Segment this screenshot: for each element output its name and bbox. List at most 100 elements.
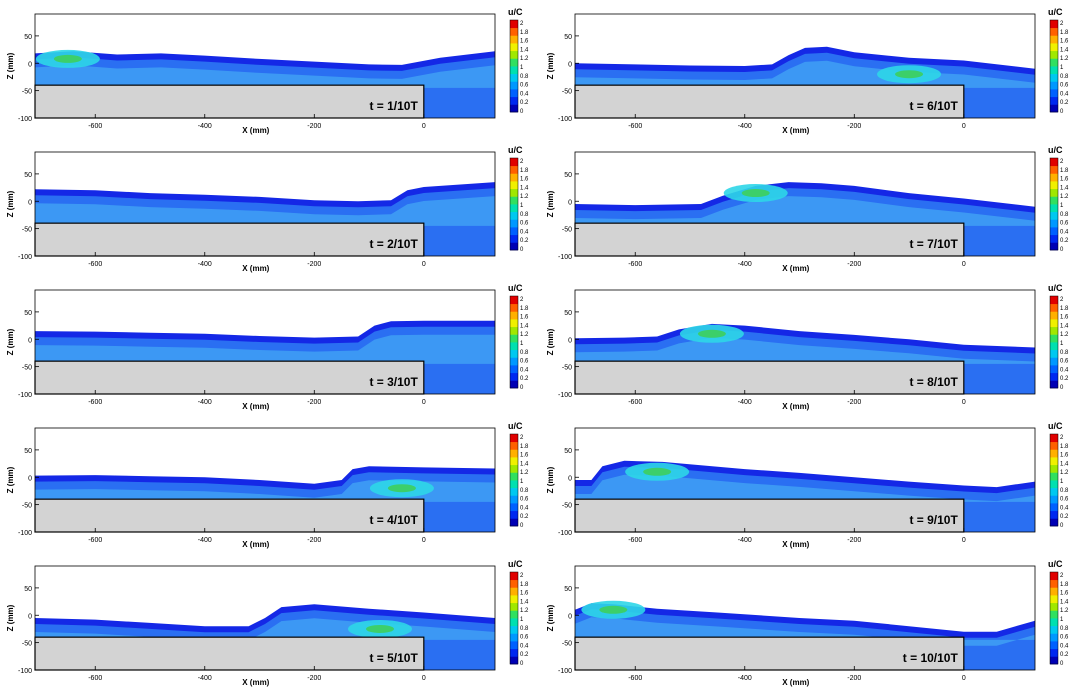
colorbar-title: u/C bbox=[508, 283, 523, 293]
y-axis-label: Z (mm) bbox=[546, 52, 555, 79]
x-tick-label: 0 bbox=[962, 675, 966, 682]
colorbar-segment bbox=[510, 58, 518, 67]
y-tick-label: 0 bbox=[568, 61, 572, 68]
colorbar-tick-label: 0.6 bbox=[520, 635, 529, 641]
y-tick-label: -100 bbox=[558, 530, 572, 537]
colorbar-segment bbox=[510, 464, 518, 473]
x-axis-label: X (mm) bbox=[242, 402, 269, 411]
colorbar-tick-label: 0.4 bbox=[1060, 367, 1069, 373]
colorbar-tick-label: 0 bbox=[520, 247, 524, 253]
colorbar-frame bbox=[1049, 433, 1059, 527]
colorbar-title: u/C bbox=[508, 421, 523, 431]
x-tick-label: -400 bbox=[738, 261, 752, 268]
colorbar-tick-label: 2 bbox=[1060, 21, 1064, 27]
colorbar-tick-label: 0.6 bbox=[520, 83, 529, 89]
colorbar-title: u/C bbox=[1048, 559, 1063, 569]
colorbar-tick-label: 0.2 bbox=[520, 238, 529, 244]
colorbar-tick-label: 1.2 bbox=[520, 332, 529, 338]
colorbar-segment bbox=[510, 441, 518, 450]
y-tick-label: -100 bbox=[18, 392, 32, 399]
colorbar-segment bbox=[510, 365, 518, 374]
colorbar-tick-label: 1.8 bbox=[520, 444, 529, 450]
colorbar-tick-label: 1 bbox=[1060, 65, 1064, 71]
colorbar-segment bbox=[510, 587, 518, 596]
colorbar-tick-label: 0.8 bbox=[520, 350, 529, 356]
bed-block bbox=[574, 498, 965, 533]
colorbar-tick-label: 1.4 bbox=[520, 47, 529, 53]
bed-block bbox=[574, 636, 965, 671]
colorbar-segment bbox=[1050, 104, 1058, 113]
colorbar-tick-label: 1.8 bbox=[1060, 306, 1069, 312]
panel: t = 1/10T -600 -400 -200 0 X (mm) 50 0 -50 -100 Z … bbox=[6, 7, 529, 135]
colorbar-segment bbox=[510, 610, 518, 619]
colorbar-tick-label: 0.4 bbox=[520, 91, 529, 97]
x-tick-label: -600 bbox=[88, 123, 102, 130]
colorbar-segment bbox=[1050, 449, 1058, 458]
colorbar-tick-label: 0.8 bbox=[520, 212, 529, 218]
colorbar-segment bbox=[1050, 365, 1058, 374]
x-tick-label: -600 bbox=[628, 399, 642, 406]
time-label: t = 1/10T bbox=[369, 99, 418, 113]
colorbar-segment bbox=[1050, 326, 1058, 335]
colorbar-title: u/C bbox=[508, 559, 523, 569]
colorbar-tick-label: 2 bbox=[520, 297, 524, 303]
colorbar-tick-label: 1.6 bbox=[520, 315, 529, 321]
time-label: t = 2/10T bbox=[369, 237, 418, 251]
colorbar-tick-label: 1.4 bbox=[520, 461, 529, 467]
bed-block bbox=[34, 84, 425, 119]
colorbar-segment bbox=[1050, 357, 1058, 366]
colorbar-segment bbox=[510, 480, 518, 489]
colorbar-tick-label: 0.2 bbox=[520, 514, 529, 520]
colorbar-segment bbox=[1050, 495, 1058, 504]
velocity-hotspot bbox=[53, 54, 82, 63]
y-tick-label: 0 bbox=[568, 199, 572, 206]
colorbar-tick-label: 1 bbox=[520, 65, 524, 71]
colorbar-segment bbox=[1050, 81, 1058, 90]
colorbar-frame bbox=[1049, 157, 1059, 251]
colorbar-tick-label: 0 bbox=[1060, 109, 1064, 115]
panel: t = 3/10T -600 -400 -200 0 X (mm) 50 0 -50 -100 Z … bbox=[6, 283, 529, 411]
colorbar-tick-label: 2 bbox=[520, 159, 524, 165]
y-tick-label: 0 bbox=[28, 475, 32, 482]
colorbar-tick-label: 1.4 bbox=[1060, 599, 1069, 605]
x-tick-label: 0 bbox=[422, 399, 426, 406]
colorbar-segment bbox=[1050, 158, 1058, 167]
colorbar-segment bbox=[510, 43, 518, 52]
colorbar-segment bbox=[510, 158, 518, 167]
bed-block bbox=[34, 222, 425, 257]
colorbar-segment bbox=[1050, 334, 1058, 343]
time-label: t = 8/10T bbox=[909, 375, 958, 389]
colorbar-segment bbox=[1050, 587, 1058, 596]
y-axis-label: Z (mm) bbox=[6, 466, 15, 493]
x-tick-label: -200 bbox=[847, 675, 861, 682]
colorbar-tick-label: 0.8 bbox=[1060, 488, 1069, 494]
velocity-band bbox=[35, 334, 495, 364]
colorbar-segment bbox=[1050, 204, 1058, 213]
colorbar-tick-label: 1.4 bbox=[1060, 461, 1069, 467]
colorbar-tick-label: 1 bbox=[1060, 203, 1064, 209]
colorbar-tick-label: 1.8 bbox=[520, 168, 529, 174]
colorbar-segment bbox=[510, 227, 518, 236]
time-label: t = 3/10T bbox=[369, 375, 418, 389]
colorbar-segment bbox=[510, 449, 518, 458]
colorbar-segment bbox=[510, 641, 518, 650]
colorbar-segment bbox=[510, 625, 518, 634]
plot-frame bbox=[574, 289, 1036, 395]
colorbar-segment bbox=[1050, 434, 1058, 443]
colorbar-segment bbox=[1050, 296, 1058, 305]
colorbar-tick-label: 1.4 bbox=[1060, 185, 1069, 191]
y-tick-label: -50 bbox=[562, 89, 572, 96]
x-tick-label: -400 bbox=[738, 537, 752, 544]
y-axis-label: Z (mm) bbox=[6, 190, 15, 217]
y-tick-label: 50 bbox=[24, 448, 32, 455]
colorbar-tick-label: 0.4 bbox=[1060, 91, 1069, 97]
colorbar-tick-label: 2 bbox=[520, 573, 524, 579]
time-label: t = 9/10T bbox=[909, 513, 958, 527]
colorbar-tick-label: 1.2 bbox=[520, 56, 529, 62]
colorbar-tick-label: 0.8 bbox=[520, 74, 529, 80]
colorbar-title: u/C bbox=[1048, 421, 1063, 431]
colorbar-tick-label: 1.4 bbox=[520, 599, 529, 605]
colorbar-segment bbox=[510, 595, 518, 604]
x-tick-label: -400 bbox=[198, 399, 212, 406]
